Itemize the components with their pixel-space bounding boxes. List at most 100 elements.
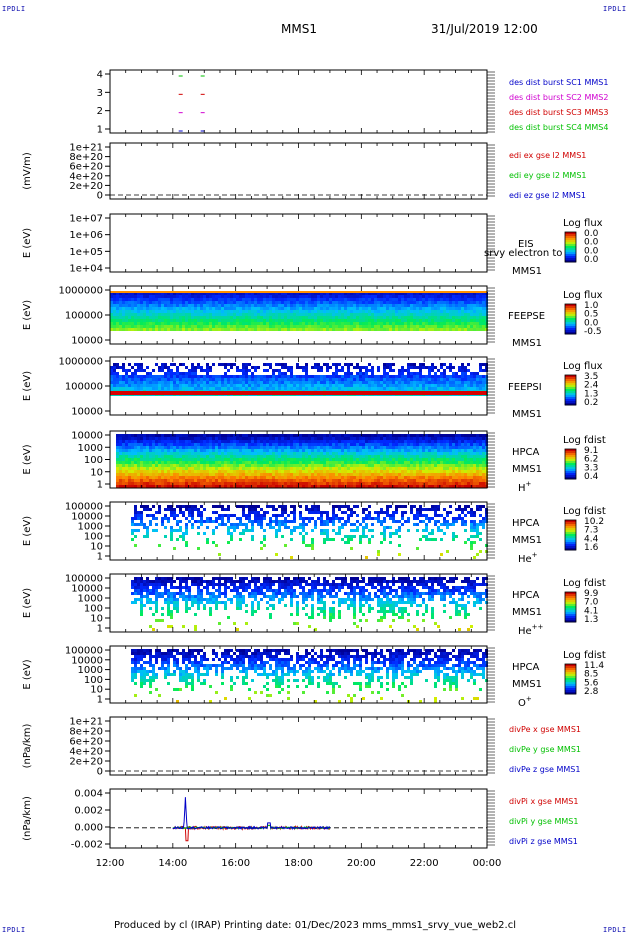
legend-entry: divPi x gse MMS1 [509, 797, 578, 806]
spacecraft-label: MMS1 [512, 464, 542, 475]
colorbar-cell [565, 256, 576, 259]
species-label: He+ [518, 551, 538, 565]
y-tick-label: 1 [97, 624, 103, 635]
species-label: H+ [518, 480, 532, 494]
colorbar-cell [565, 314, 576, 317]
colorbar-tick-label: 0.0 [584, 255, 599, 265]
colorbar-cell [565, 455, 576, 458]
y-tick-label: 4e+20 [69, 747, 103, 758]
colorbar-cell [565, 604, 576, 607]
legend-entry: divPe x gse MMS1 [509, 725, 581, 734]
colorbar-tick-label: 9.9 [584, 589, 599, 599]
colorbar-frame [564, 231, 577, 263]
colorbar-tick-label: 2.4 [584, 381, 599, 391]
colorbar-cell [565, 606, 576, 609]
colorbar-cell [565, 688, 576, 691]
colorbar-cell [565, 678, 576, 681]
colorbar-tick-label: 0.5 [584, 310, 598, 320]
colorbar-cell [565, 542, 576, 545]
colorbar-cell [565, 610, 576, 613]
y-tick-label: 3 [97, 88, 103, 99]
colorbar-tick-label: 1.3 [584, 615, 598, 625]
y-tick-label: 10000 [71, 512, 103, 523]
y-tick-label: 100 [84, 675, 103, 686]
colorbar-cell [565, 453, 576, 456]
colorbar-cell [565, 620, 576, 623]
colorbar-cell [565, 258, 576, 261]
y-tick-label: 1000 [78, 443, 103, 454]
y-tick-label: 1 [97, 480, 103, 491]
colorbar-cell [565, 530, 576, 533]
y-axis-label: E (eV) [22, 300, 33, 330]
y-tick-label: 1000000 [58, 286, 103, 297]
spacecraft-title: MMS1 [281, 22, 317, 36]
colorbar-cell [565, 401, 576, 404]
instrument-label: HPCA [512, 447, 540, 458]
colorbar-cell [565, 598, 576, 601]
y-tick-label: 1000 [78, 522, 103, 533]
colorbar-cell [565, 467, 576, 470]
y-tick-label: -0.002 [71, 840, 103, 851]
legend-entry: divPi y gse MMS1 [509, 817, 578, 826]
y-tick-label: 10 [90, 467, 103, 478]
colorbar-cell [565, 232, 576, 235]
colorbar-cell [565, 240, 576, 243]
colorbar-frame [564, 663, 577, 695]
colorbar-cell [565, 316, 576, 319]
colorbar-tick-label: 5.6 [584, 678, 599, 688]
y-tick-label: 1 [97, 125, 103, 136]
colorbar-cell [565, 236, 576, 239]
y-axis-label: E (eV) [22, 371, 33, 401]
colorbar-cell [565, 477, 576, 480]
y-tick-label: 0 [97, 191, 103, 202]
colorbar-cell [565, 318, 576, 321]
colorbar-title: Log fdist [563, 650, 606, 661]
legend-entry: edi ez gse l2 MMS1 [509, 191, 586, 200]
overlay-label: srvy electron to [484, 248, 562, 259]
colorbar-tick-label: 2.8 [584, 687, 599, 697]
time-axis-tick-label: 14:00 [158, 858, 187, 869]
colorbar-tick-label: 6.2 [584, 455, 598, 465]
y-tick-label: 100000 [65, 382, 103, 393]
colorbar-tick-label: 0.2 [584, 398, 598, 408]
legend-entry: des dist burst SC3 MMS3 [509, 108, 608, 117]
colorbar-cell [565, 664, 576, 667]
colorbar-cell [565, 250, 576, 253]
colorbar-cell [565, 395, 576, 398]
colorbar-cell [565, 532, 576, 535]
colorbar-cell [565, 670, 576, 673]
colorbar-cell [565, 544, 576, 547]
colorbar-tick-label: 1.6 [584, 543, 599, 553]
y-axis-label: (nPa/km) [22, 796, 33, 841]
colorbar-cell [565, 602, 576, 605]
colorbar-tick-label: 1.0 [584, 301, 599, 311]
colorbar-cell [565, 397, 576, 400]
colorbar-frame [564, 448, 577, 480]
time-axis-tick-label: 22:00 [410, 858, 439, 869]
y-tick-label: 6e+20 [69, 737, 103, 748]
spectrogram-feepsi [110, 363, 488, 396]
colorbar-cell [565, 403, 576, 406]
colorbar-tick-label: 0.4 [584, 472, 599, 482]
spectrogram-hpca_o [131, 649, 488, 703]
legend-entry: des dist burst SC4 MMS4 [509, 123, 608, 132]
y-tick-label: 8e+20 [69, 727, 103, 738]
time-axis-tick-label: 20:00 [347, 858, 376, 869]
colorbar-cell [565, 684, 576, 687]
instrument-label: HPCA [512, 590, 540, 601]
colorbar-cell [565, 536, 576, 539]
instrument-label: FEEPSE [508, 311, 545, 322]
legend-entry: des dist burst SC2 MMS2 [509, 93, 608, 102]
corner-label-top-right: IPDLI [603, 5, 627, 13]
colorbar-cell [565, 304, 576, 307]
y-axis-label: E (eV) [22, 588, 33, 618]
colorbar-cell [565, 668, 576, 671]
legend-entry: edi ey gse l2 MMS1 [509, 171, 587, 180]
colorbar-tick-label: 1.3 [584, 389, 598, 399]
instrument-label: HPCA [512, 662, 540, 673]
y-tick-label: 10000 [71, 431, 103, 442]
colorbar-tick-label: 7.3 [584, 526, 598, 536]
y-tick-label: 1000 [78, 594, 103, 605]
colorbar-tick-label: 0.0 [584, 318, 599, 328]
